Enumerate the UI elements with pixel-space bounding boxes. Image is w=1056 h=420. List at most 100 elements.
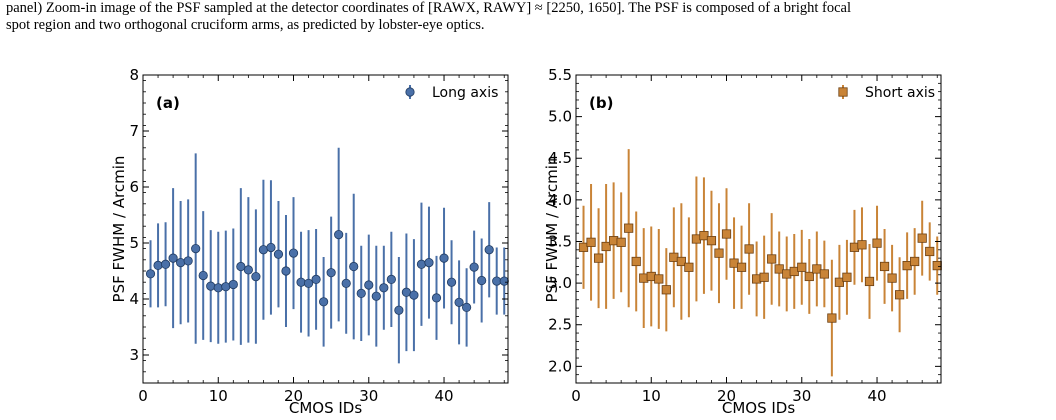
y-tick-label: 7 (129, 122, 139, 140)
y-tick-label: 5.5 (548, 66, 572, 84)
data-point (676, 256, 686, 267)
y-tick-label: 5.0 (548, 108, 572, 126)
data-point (424, 257, 434, 268)
y-tick-label: 8 (129, 66, 139, 84)
data-point (206, 281, 216, 291)
y-tick-label: 3.0 (548, 274, 572, 292)
data-point (446, 277, 457, 287)
plot-frame (575, 74, 942, 384)
data-point (341, 278, 351, 288)
data-point (439, 253, 449, 263)
data-point (431, 293, 442, 303)
data-point (273, 249, 284, 259)
y-tick-label: 6 (129, 178, 139, 196)
data-point (601, 241, 611, 252)
data-point (356, 288, 366, 298)
data-point (804, 271, 814, 282)
data-point (819, 269, 829, 279)
legend-marker (405, 87, 415, 97)
legend-label: Long axis (432, 85, 498, 101)
data-point (499, 276, 509, 286)
data-point (827, 313, 837, 323)
data-point (842, 272, 852, 282)
x-axis-label: CMOS IDs (289, 399, 362, 417)
data-point (797, 262, 807, 272)
data-point (349, 261, 359, 272)
y-tick-label: 4 (129, 290, 139, 308)
data-point (706, 236, 717, 246)
data-point (593, 253, 604, 263)
data-point (409, 290, 419, 300)
data-point (484, 245, 494, 255)
data-point (251, 271, 261, 282)
data-point (462, 302, 472, 312)
data-point (910, 256, 920, 267)
y-tick-label: 4.0 (548, 191, 572, 209)
x-tick-label: 20 (284, 387, 303, 405)
data-point (288, 248, 299, 258)
x-tick-label: 40 (434, 387, 453, 405)
data-point (872, 238, 882, 248)
data-point (721, 229, 732, 239)
y-axis-label: PSF FWHM / Arcmin (110, 156, 128, 303)
data-point (334, 230, 344, 240)
data-point (168, 253, 178, 263)
data-point (887, 273, 897, 283)
data-point (296, 277, 306, 287)
data-point (160, 259, 171, 269)
data-point (243, 265, 253, 275)
data-point (236, 261, 246, 272)
data-point (258, 245, 269, 255)
panel-a: 0 10 20 30 40 3 4 5 6 7 8 CMOS IDs PSF FWHM / Arcmin… (110, 66, 509, 417)
data-point (198, 270, 208, 281)
data-point (379, 283, 389, 293)
data-point (394, 305, 404, 315)
data-point (834, 277, 845, 287)
plot-frame (142, 74, 509, 384)
data-point (925, 246, 935, 257)
data-point (183, 256, 193, 266)
data-point (684, 262, 694, 272)
x-tick-label: 10 (209, 387, 228, 405)
data-point (917, 233, 927, 243)
y-tick-label: 4.5 (548, 149, 572, 167)
data-point (469, 262, 479, 272)
data-point (879, 261, 890, 272)
caption-line-1: panel) Zoom-in image of the PSF sampled … (6, 0, 851, 16)
y-tick-label: 5 (129, 234, 139, 252)
y-tick-label: 3.5 (548, 232, 572, 250)
panel-label: (a) (156, 94, 180, 112)
data-point (191, 244, 201, 254)
data-point (371, 291, 381, 301)
panel-label: (b) (589, 94, 613, 112)
data-point (454, 297, 464, 307)
y-axis-label: PSF FWHM / Arcmin (543, 156, 561, 303)
data-point (176, 257, 186, 268)
data-point (864, 276, 875, 287)
data-point (631, 256, 641, 267)
x-tick-label: 30 (792, 387, 811, 405)
data-point (303, 278, 314, 288)
x-tick-label: 40 (867, 387, 886, 405)
data-point (281, 266, 291, 276)
x-tick-label: 10 (642, 387, 661, 405)
data-point (586, 237, 596, 247)
data-point (932, 261, 942, 271)
data-point (221, 282, 231, 292)
y-tick-label: 3 (129, 346, 139, 364)
y-tick-label: 2.0 (548, 357, 572, 375)
y-tick-label: 2.5 (548, 316, 572, 334)
data-point (578, 242, 589, 252)
data-point (699, 231, 709, 241)
data-point (661, 285, 671, 295)
legend-label: Short axis (865, 85, 935, 101)
data-point (812, 264, 822, 274)
data-point (266, 242, 276, 253)
data-point (364, 280, 374, 290)
data-point (386, 274, 396, 284)
data-point (744, 244, 754, 254)
data-point (213, 283, 223, 293)
data-point (895, 290, 905, 300)
data-point (774, 264, 784, 274)
